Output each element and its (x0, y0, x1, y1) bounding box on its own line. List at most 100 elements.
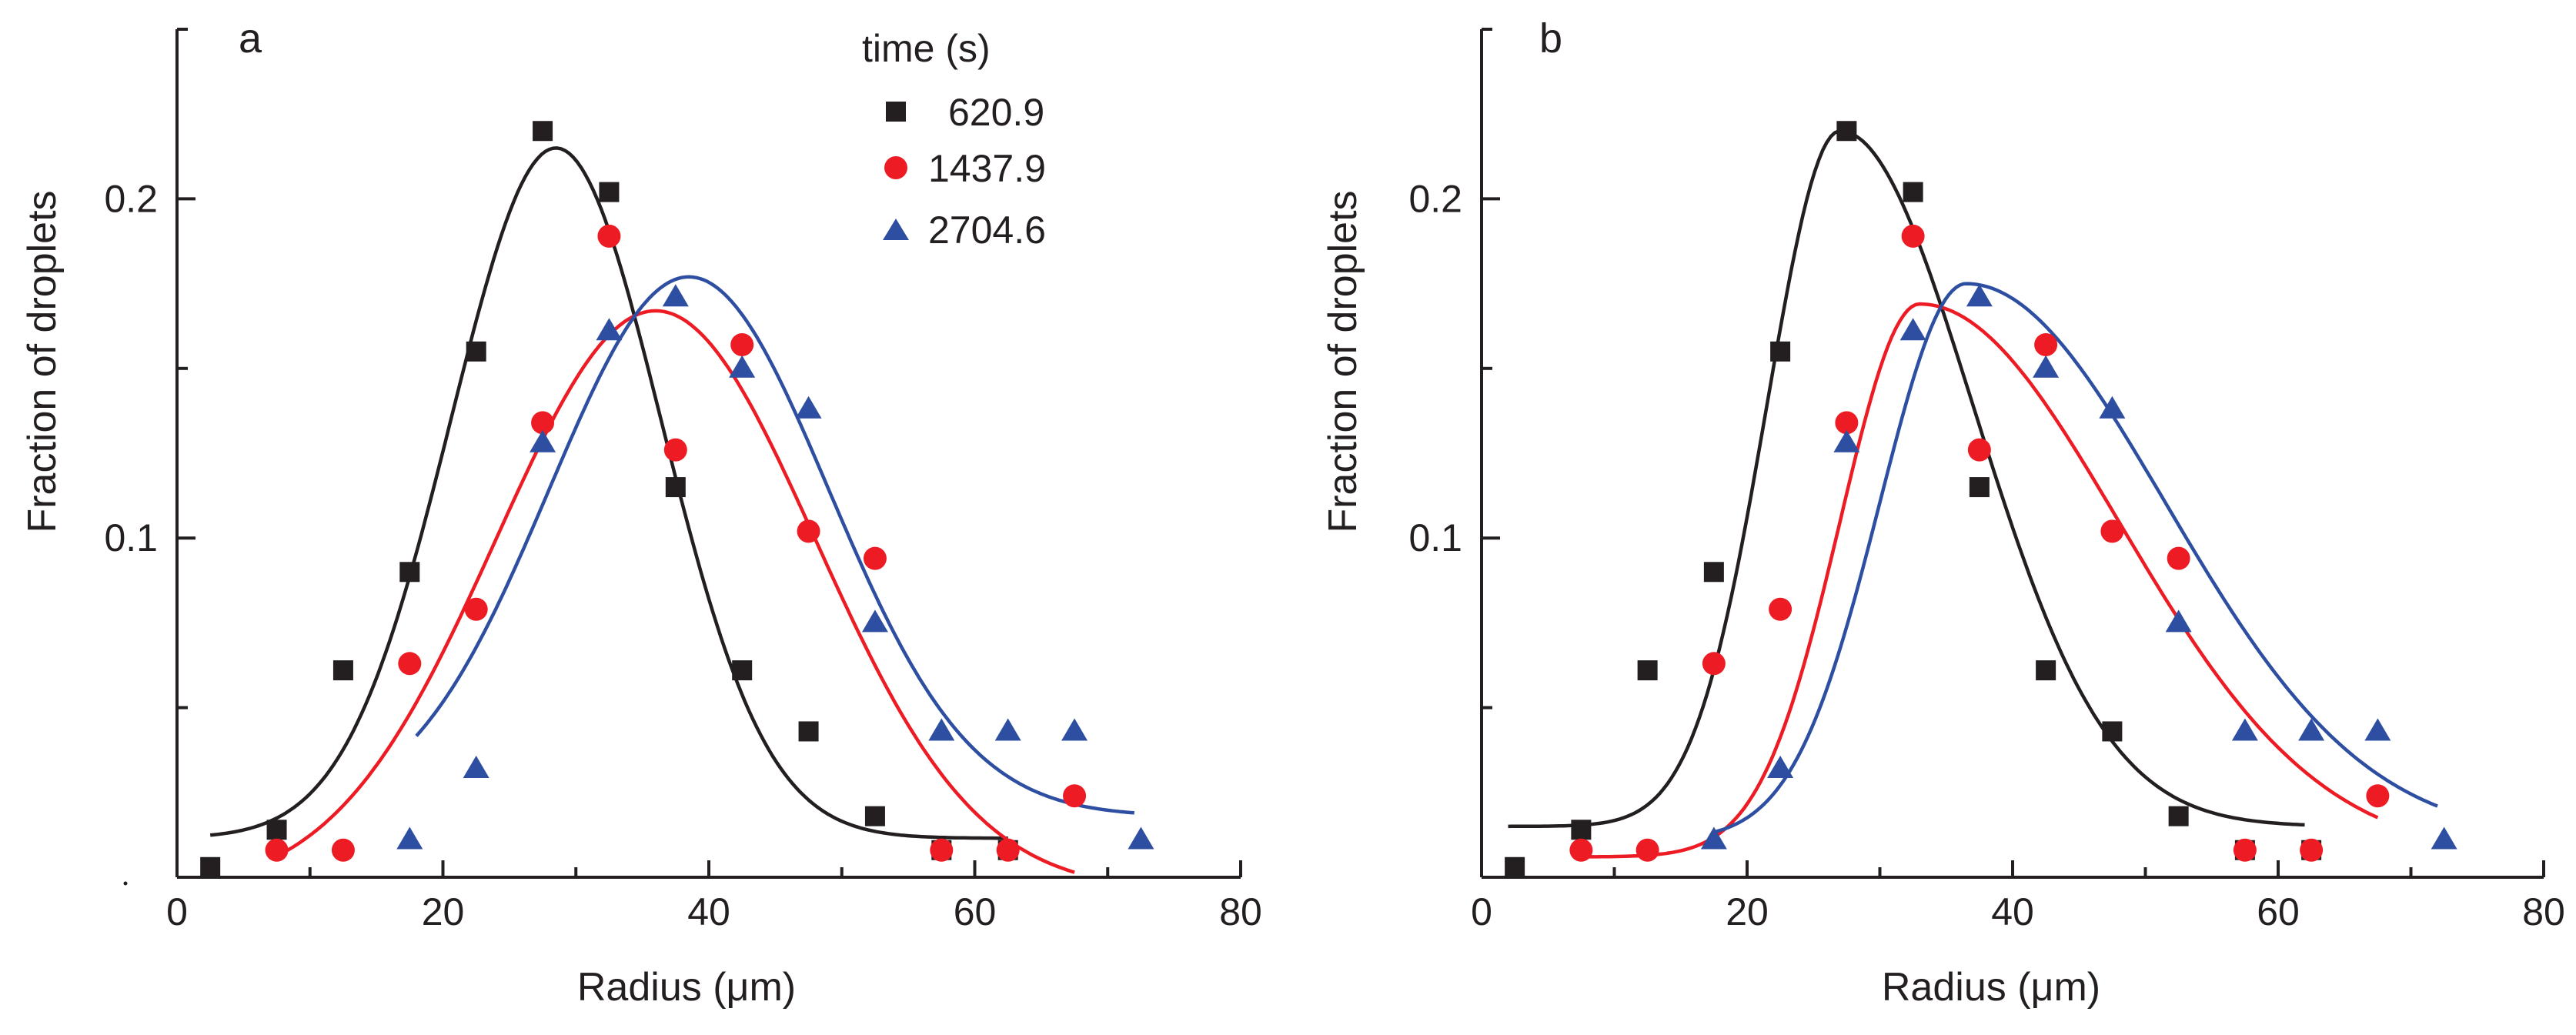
panel-b-series-1-point (2168, 806, 2189, 826)
panel-b-x-tick-label: 60 (2257, 890, 2300, 933)
panel-b-series-2-point (1901, 224, 1925, 248)
panel-a-series-1-point (200, 856, 221, 877)
panel-a-series-2-point (1063, 784, 1087, 808)
panel-b-y-axis-title: Fraction of droplets (1321, 190, 1365, 533)
panel-a-fit-curve-1 (209, 146, 1008, 840)
panel-b-x-tick-label: 0 (1471, 890, 1492, 933)
legend-marker-square (886, 102, 906, 122)
panel-b-series-2-point (1835, 411, 1859, 435)
panel-a-series-3-point (729, 355, 756, 378)
panel-b-series-3-point (2033, 355, 2060, 378)
panel-b-series-1-point (1571, 820, 1592, 840)
panel-a-series-3-point (994, 718, 1021, 741)
panel-b-series-1-point (1836, 121, 1857, 142)
panel-a-y-axis-title: Fraction of droplets (20, 190, 65, 533)
panel-a-fit-curve-2 (276, 309, 1075, 874)
panel-a-series-3-point (396, 826, 423, 850)
panel-b-series-2-point (2034, 332, 2058, 356)
panel-b-letter: b (1539, 15, 1562, 62)
panel-b-series-1-point (1505, 856, 1525, 877)
panel-b-series-1-point (1969, 477, 1990, 498)
legend-marker-triangle (883, 219, 909, 240)
panel-b-x-tick-label: 20 (1726, 890, 1769, 933)
panel-a-x-tick-label: 20 (422, 890, 465, 933)
panel-b-x-axis-title: Radius (μm) (1882, 965, 2100, 1010)
panel-b-series-2-point (1569, 838, 1593, 862)
panel-b-series-1-point (1703, 562, 1724, 583)
panel-b-fit-curve-1 (1508, 129, 2305, 829)
panel-a-letter: a (239, 15, 262, 62)
panel-b-series-2-point (2167, 546, 2190, 570)
panel-a-series-3-point (795, 396, 822, 419)
panel-b-series-1-point (2036, 660, 2056, 681)
panel-a-series-1-point (864, 806, 885, 826)
panel-a-series-2-point (863, 546, 887, 570)
legend-label-series-2: 1437.9 (928, 147, 1046, 190)
panel-a-series-3-point (928, 718, 955, 741)
panel-a-series-2-point (996, 838, 1020, 862)
panel-b-series-3-point (2231, 718, 2258, 741)
panel-b-series-2-point (1702, 652, 1726, 676)
panel-a-fit-curves (209, 146, 1134, 874)
panel-a-series-3-point (596, 318, 623, 341)
panel-a-series-2-point (597, 224, 621, 248)
panel-b-series-1-point (1903, 182, 1923, 202)
panel-a-x-tick-label: 40 (687, 890, 730, 933)
panel-b-series-2-point (2233, 838, 2257, 862)
panel-b-series-2-point (2100, 519, 2124, 543)
panel-a-series-3-point (463, 755, 489, 778)
panel-a-series-2-point (797, 519, 820, 543)
panel-a-series-2-point (730, 332, 754, 356)
panel-a-x-axis-title: Radius (μm) (577, 965, 796, 1010)
panel-b-series-2-point (2300, 838, 2324, 862)
legend-marker-circle (884, 156, 907, 179)
legend-label-series-3: 2704.6 (928, 209, 1046, 252)
panel-a-series-1-point (599, 182, 620, 202)
panel-b-series-3-point (1833, 429, 1860, 452)
panel-b: 0 20 40 60 80 0.1 0.2 b Radius (μm) Fraction o… (1321, 15, 2565, 1010)
panel-a-y-tick-label: 0.1 (104, 516, 158, 559)
stray-dot (123, 881, 128, 886)
panel-a-series-2-point (464, 597, 488, 621)
panel-b-series-2-point (1635, 838, 1659, 862)
panel-a-series-2-point (531, 411, 555, 435)
panel-b-series-3-point (2298, 718, 2325, 741)
panel-b-y-tick-label: 0.1 (1408, 516, 1462, 559)
panel-b-series-3-point (1767, 755, 1794, 778)
panel-b-series-3-point (2364, 718, 2391, 741)
panel-a-series-1-point (266, 820, 287, 840)
panel-b-fit-curve-2 (1581, 302, 2379, 859)
panel-a-series-3-point (662, 284, 689, 307)
panel-b-series-1-point (1637, 660, 1658, 681)
panel-b-axes (1480, 29, 2544, 879)
panel-a-series-3-point (1128, 826, 1154, 850)
panel-a-x-tick-label: 60 (954, 890, 997, 933)
legend: time (s) 620.9 1437.9 2704.6 (862, 27, 1046, 252)
panel-b-fit-curve-3 (1713, 282, 2438, 834)
panel-a-data-points (200, 121, 1154, 877)
panel-b-series-3-point (2099, 396, 2126, 419)
panel-a-series-1-point (466, 341, 486, 362)
panel-a-series-2-point (331, 838, 355, 862)
panel-b-series-3-point (1899, 318, 1926, 341)
panel-b-series-3-point (1700, 826, 1727, 850)
panel-b-series-3-point (2165, 609, 2192, 633)
panel-b-series-3-point (1966, 284, 1993, 307)
panel-b-series-3-point (2431, 826, 2457, 850)
panel-b-ticks: 0 20 40 60 80 0.1 0.2 (1408, 28, 2565, 933)
panel-a-fit-curve-3 (415, 275, 1134, 815)
panel-a-series-3-point (530, 429, 556, 452)
panel-a-series-2-point (663, 438, 687, 462)
panel-b-data-points (1505, 121, 2457, 877)
panel-a-x-tick-label: 80 (1219, 890, 1262, 933)
panel-a-series-1-point (732, 660, 753, 681)
panel-a-series-1-point (798, 721, 819, 742)
panel-a: 0 20 40 60 80 0.1 0.2 a Radius (μm) Fraction o… (20, 15, 1262, 1010)
panel-a-series-2-point (265, 838, 289, 862)
panel-b-y-tick-label: 0.2 (1408, 177, 1462, 220)
legend-label-series-1: 620.9 (948, 91, 1044, 134)
legend-title: time (s) (862, 27, 991, 70)
panel-a-series-1-point (665, 477, 686, 498)
panel-b-x-tick-label: 80 (2522, 890, 2565, 933)
panel-a-x-tick-label: 0 (166, 890, 188, 933)
